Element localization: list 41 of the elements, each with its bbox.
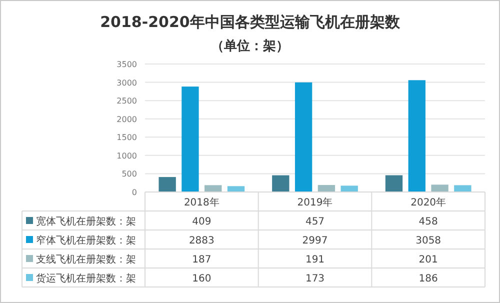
data-label: 201 [418, 254, 438, 266]
data-label: 3058 [416, 236, 442, 246]
bar [294, 82, 312, 192]
data-label: 173 [305, 274, 325, 284]
data-label: 186 [418, 274, 438, 284]
y-tick-label: 500 [122, 170, 137, 179]
bar [158, 177, 176, 192]
y-tick-label: 3000 [116, 78, 137, 88]
bar [204, 185, 222, 192]
x-tick-label: 2018年 [184, 196, 220, 208]
legend-label: 支线飞机在册架数：架 [36, 254, 136, 266]
y-tick-label: 1000 [116, 151, 137, 160]
bar [182, 86, 199, 192]
y-tick-label: 2000 [116, 114, 137, 124]
x-tick-label: 2019年 [297, 196, 333, 208]
legend-label: 宽体飞机在册架数：架 [36, 216, 136, 228]
chart-title: 2018-2020年中国各类型运输飞机在册架数 [100, 13, 401, 31]
y-tick-label: 3500 [116, 60, 137, 69]
y-tick-label: 2500 [116, 96, 137, 106]
data-label: 457 [305, 216, 325, 228]
bar [385, 175, 403, 192]
data-label: 2883 [188, 236, 214, 246]
data-label: 2997 [302, 236, 328, 246]
chart-subtitle: （单位：架） [211, 38, 289, 54]
bar [431, 184, 448, 192]
y-tick-label: 0 [132, 188, 137, 197]
data-label: 187 [192, 254, 212, 266]
legend-label: 货运飞机在册架数：架 [36, 272, 136, 284]
data-label: 191 [305, 254, 325, 266]
bar [340, 186, 358, 192]
bar [272, 175, 290, 192]
bar [454, 185, 472, 192]
legend-label: 窄体飞机在册架数：架 [36, 234, 136, 246]
x-tick-label: 2020年 [410, 196, 446, 208]
data-label: 458 [418, 216, 438, 228]
bar [408, 80, 426, 192]
y-tick-label: 1500 [116, 133, 137, 142]
bar [318, 185, 336, 192]
data-label: 409 [192, 216, 212, 228]
bar [227, 186, 245, 192]
data-label: 160 [192, 274, 212, 284]
